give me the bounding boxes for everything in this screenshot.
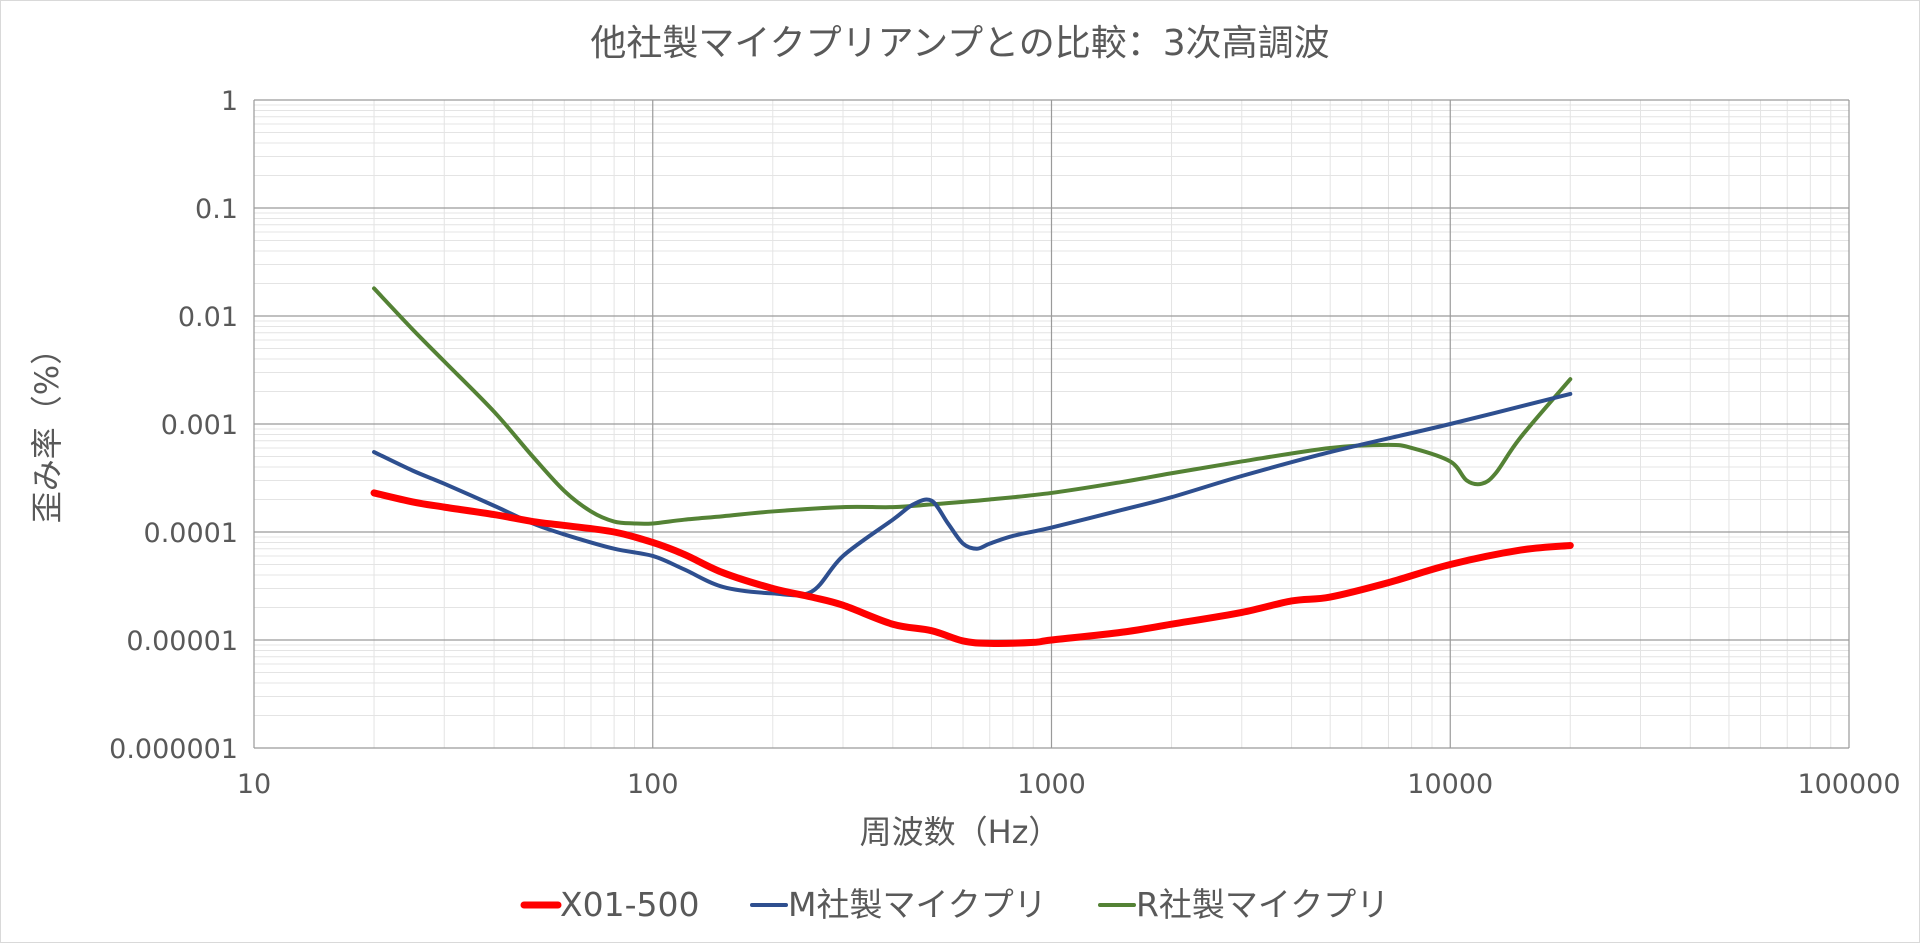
major-gridlines: [253, 99, 1850, 749]
x-axis-title: 周波数（Hz）: [860, 813, 1061, 851]
series-line-2: [372, 391, 1573, 598]
x-tick-label: 10000: [1407, 769, 1493, 800]
x-tick-label: 10: [237, 769, 271, 800]
series-line-3: [372, 286, 1573, 526]
y-tick-label: 0.000001: [109, 734, 238, 765]
y-tick-label: 0.01: [178, 302, 238, 333]
x-tick-label: 100: [627, 769, 679, 800]
series-line-1: [370, 489, 1574, 647]
x-tick-label: 100000: [1797, 769, 1900, 800]
chart-title: 他社製マイクプリアンプとの比較：3次高調波: [590, 23, 1329, 64]
y-tick-label: 1: [221, 86, 238, 117]
y-tick-label: 0.1: [195, 194, 238, 225]
legend-label-3: R社製マイクプリ: [1136, 885, 1389, 924]
y-axis-title: 歪み率（%）: [28, 333, 66, 523]
legend-label-1: X01-500: [560, 885, 700, 924]
y-axis-ticks: 1 0.1 0.01 0.001 0.0001 0.00001 0.000001: [109, 86, 238, 765]
series-layer: [370, 286, 1574, 647]
x-tick-label: 1000: [1017, 769, 1086, 800]
x-axis-ticks: 10 100 1000 10000 100000: [237, 769, 1901, 800]
y-tick-label: 0.001: [161, 410, 238, 441]
legend: X01-500 M社製マイクプリ R社製マイクプリ: [520, 885, 1389, 924]
legend-label-2: M社製マイクプリ: [788, 885, 1047, 924]
y-tick-label: 0.0001: [144, 518, 238, 549]
y-tick-label: 0.00001: [126, 626, 238, 657]
